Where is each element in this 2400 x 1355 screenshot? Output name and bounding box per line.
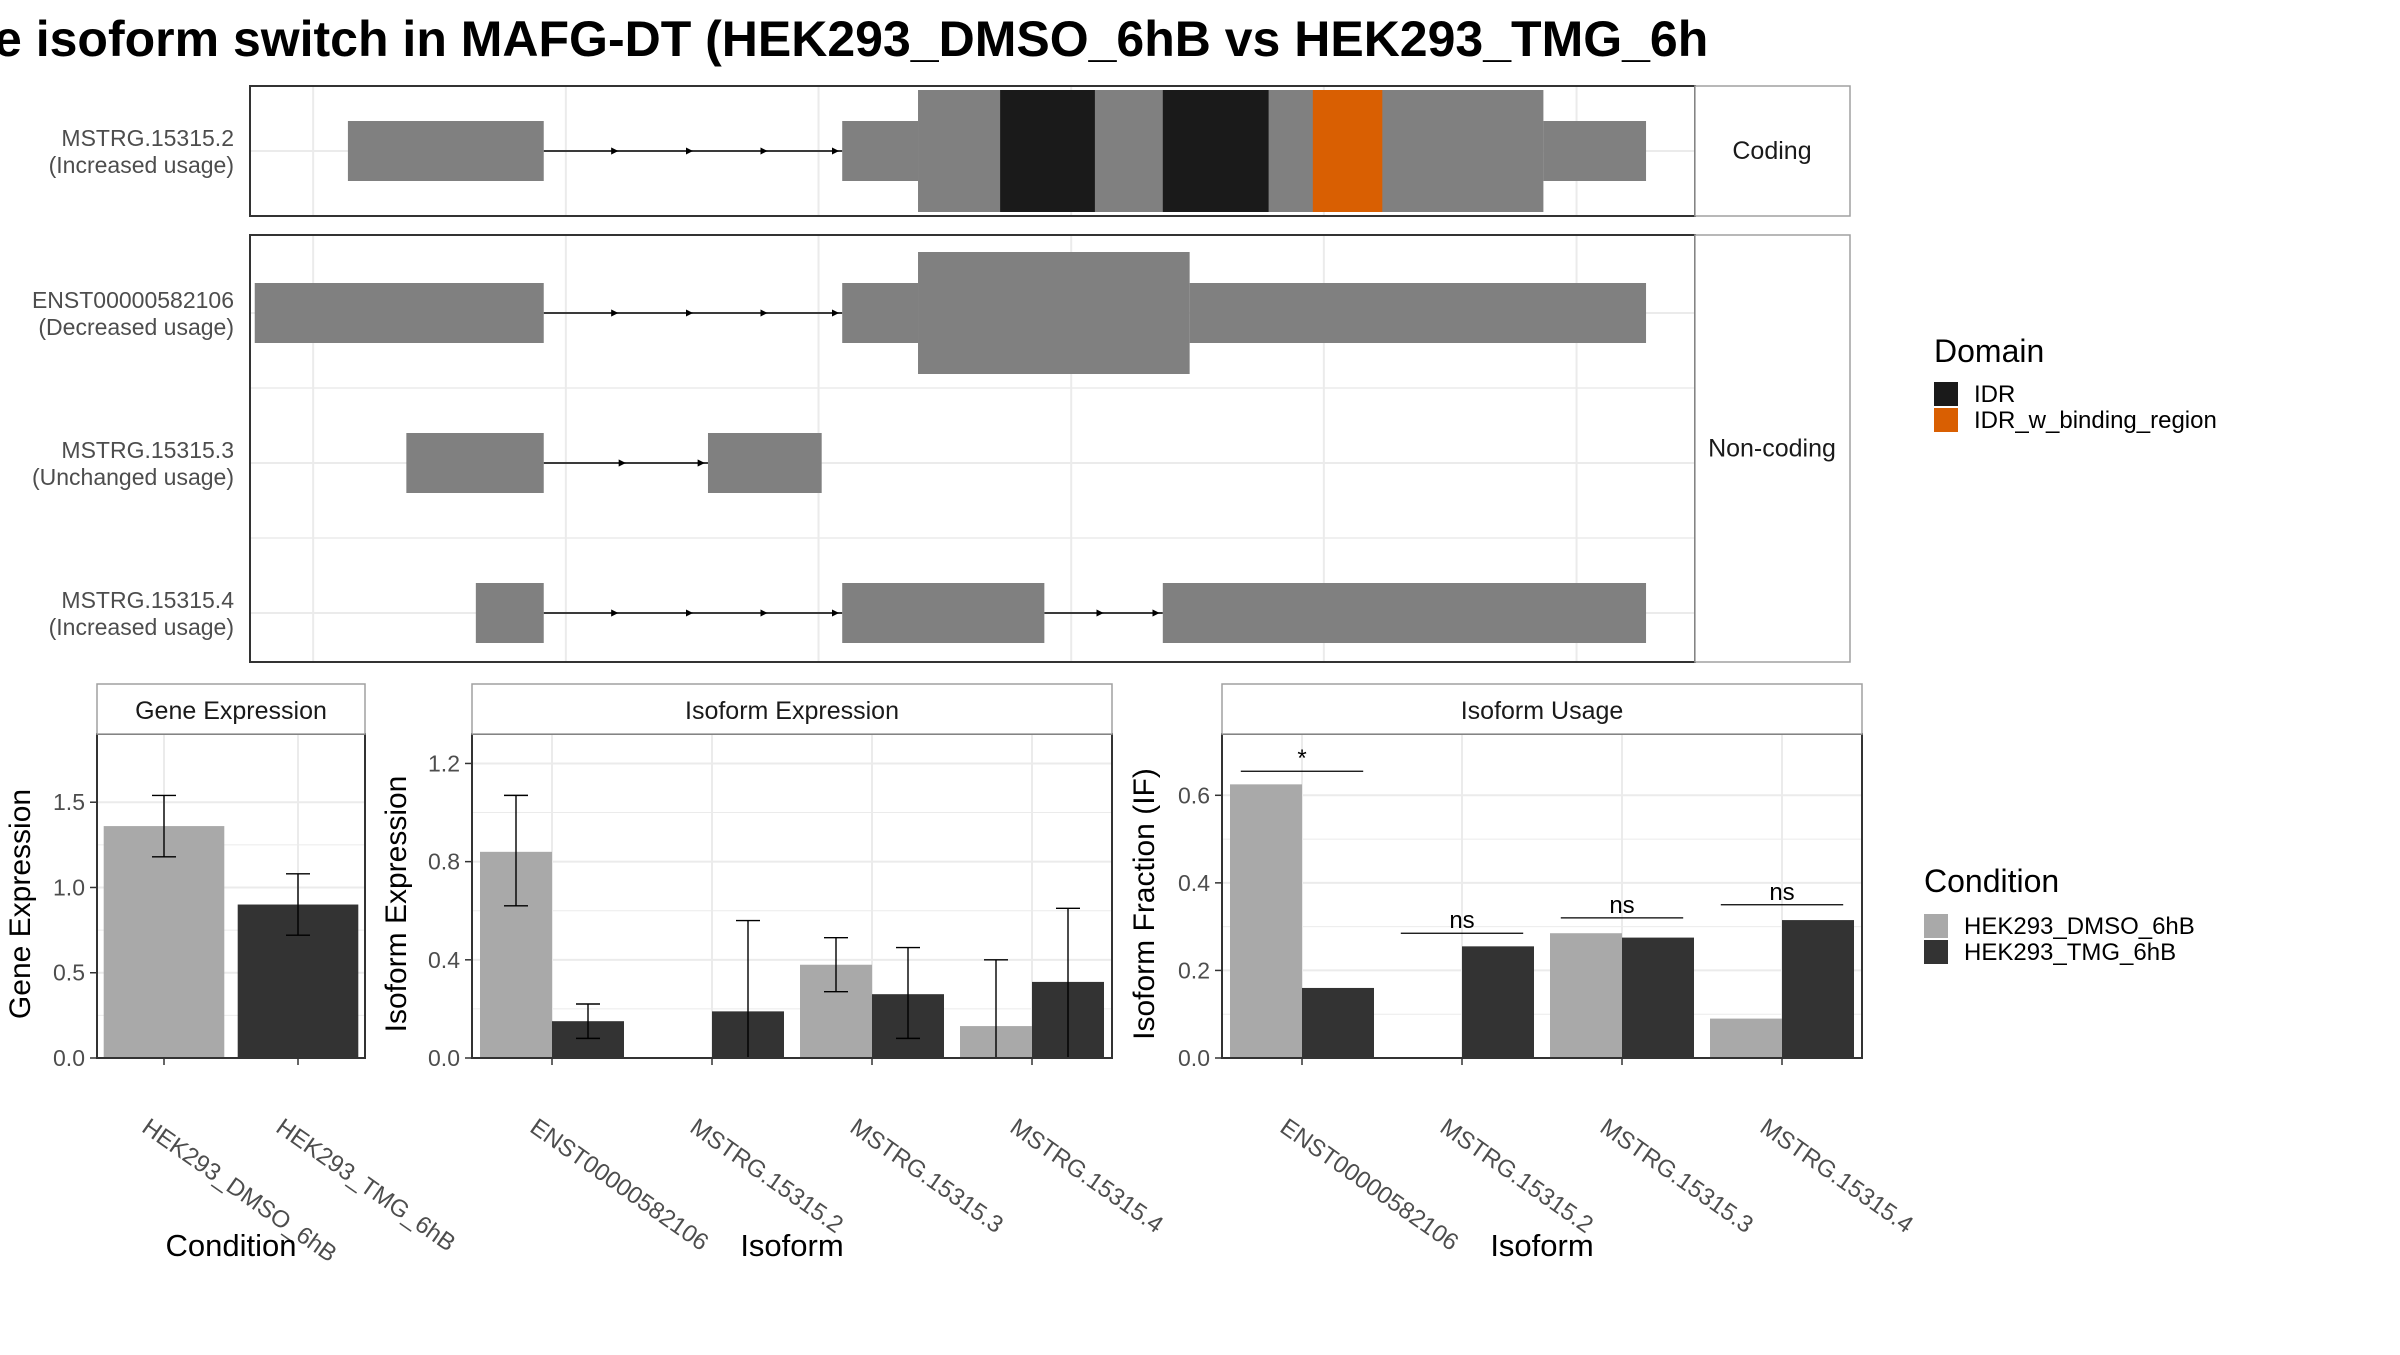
exon-block: [707, 433, 822, 493]
y-tick-label: 0.0: [428, 1045, 460, 1071]
y-tick-label: 0.0: [53, 1045, 85, 1071]
bar-enst00000582106-hek293-tmg-6hb: [1302, 987, 1374, 1058]
x-tick-label: MSTRG.15315.3: [1595, 1113, 1758, 1238]
y-tick-label: 0.4: [1178, 870, 1210, 896]
x-axis-title: Condition: [166, 1228, 297, 1263]
exon-block: [406, 433, 544, 493]
significance-label: ns: [1449, 907, 1474, 934]
x-tick-label: MSTRG.15315.4: [1005, 1113, 1168, 1238]
domain-idr: [1000, 90, 1095, 212]
y-tick-label: 0.0: [1178, 1045, 1210, 1071]
condition-legend-key: [1924, 940, 1948, 964]
domain-idr: [1162, 90, 1269, 212]
y-tick-label: 1.5: [53, 789, 85, 815]
bar-mstrg-15315-3-hek293-dmso-6hb: [1550, 933, 1622, 1058]
isoform-usage-label: (Increased usage): [49, 152, 234, 178]
y-tick-label: 0.4: [428, 947, 460, 973]
bar-mstrg-15315-4-hek293-dmso-6hb: [1710, 1018, 1782, 1058]
condition-legend-label: HEK293_TMG_6hB: [1964, 939, 2176, 966]
bar-mstrg-15315-2-hek293-tmg-6hb: [1462, 946, 1534, 1058]
isoform-usage-label: (Unchanged usage): [32, 464, 234, 490]
x-tick-label: MSTRG.15315.2: [685, 1113, 848, 1238]
isoform-track-enst00000582106: ENST00000582106(Decreased usage): [32, 252, 1647, 374]
condition-legend-title: Condition: [1924, 863, 2059, 899]
structure-panel-coding: MSTRG.15315.2(Increased usage) Coding: [49, 85, 1851, 217]
exon-block: [475, 583, 544, 643]
bar-strip-box: [471, 683, 1113, 735]
y-tick-label: 0.2: [1178, 957, 1210, 983]
y-tick-label: 1.0: [53, 874, 85, 900]
figure-title: e isoform switch in MAFG-DT (HEK293_DMSO…: [0, 11, 1708, 67]
x-axis-title: Isoform: [740, 1228, 843, 1263]
isoform-name-label: ENST00000582106: [32, 287, 234, 313]
domain-legend-title: Domain: [1934, 333, 2044, 369]
bar-strip-label: Gene Expression: [135, 697, 327, 725]
exon-block: [842, 583, 1045, 643]
isoform-track-mstrg-15315-4: MSTRG.15315.4(Increased usage): [49, 583, 1647, 643]
structure-strip-label: Coding: [1732, 137, 1811, 165]
significance-label: ns: [1769, 879, 1794, 906]
bar-strip-box: [96, 683, 366, 735]
isoform-track-mstrg-15315-3: MSTRG.15315.3(Unchanged usage): [32, 433, 822, 493]
condition-legend-label: HEK293_DMSO_6hB: [1964, 913, 2195, 940]
structure-strip-label: Non-coding: [1708, 435, 1836, 463]
y-axis-title: Gene Expression: [4, 789, 37, 1019]
bar-mstrg-15315-4-hek293-tmg-6hb: [1782, 920, 1854, 1058]
significance-label: *: [1297, 745, 1306, 772]
domain-legend-label: IDR: [1974, 381, 2015, 408]
exon-block: [842, 283, 919, 343]
isoform-usage-label: (Decreased usage): [38, 314, 234, 340]
exon-block: [1162, 583, 1647, 643]
x-tick-label: MSTRG.15315.2: [1435, 1113, 1598, 1238]
y-tick-label: 0.6: [1178, 782, 1210, 808]
y-tick-label: 0.8: [428, 849, 460, 875]
domain-legend-key: [1934, 382, 1958, 406]
structure-strip-box: [1694, 85, 1851, 217]
isoform-track-mstrg-15315-2: MSTRG.15315.2(Increased usage): [49, 90, 1647, 212]
significance-label: ns: [1609, 892, 1634, 919]
exon-block: [1543, 121, 1647, 181]
exon-block: [918, 252, 1190, 374]
exon-block: [254, 283, 544, 343]
bar-enst00000582106-hek293-dmso-6hb: [1230, 784, 1302, 1058]
bar-panel-gene-expression: Gene Expression0.00.51.01.5HEK293_DMSO_6…: [4, 683, 460, 1268]
exon-block: [347, 121, 544, 181]
structure-strip-box: [1694, 234, 1851, 663]
isoform-name-label: MSTRG.15315.4: [61, 587, 234, 613]
y-tick-label: 1.2: [428, 750, 460, 776]
x-tick-label: MSTRG.15315.3: [845, 1113, 1008, 1238]
isoform-name-label: MSTRG.15315.3: [61, 437, 234, 463]
exon-block: [1189, 283, 1647, 343]
bar-strip-box: [1221, 683, 1863, 735]
isoform-usage-label: (Increased usage): [49, 614, 234, 640]
bar-mstrg-15315-3-hek293-tmg-6hb: [1622, 937, 1694, 1058]
isoform-name-label: MSTRG.15315.2: [61, 125, 234, 151]
bar-strip-label: Isoform Usage: [1461, 697, 1624, 725]
structure-panel-non-coding: ENST00000582106(Decreased usage) MSTRG.15…: [32, 234, 1851, 663]
bar-panel-isoform-expression: Isoform Expression0.00.40.81.2ENST000005…: [380, 683, 1168, 1263]
exon-block: [842, 121, 919, 181]
domain-legend-key: [1934, 408, 1958, 432]
condition-legend-key: [1924, 914, 1948, 938]
y-axis-title: Isoform Expression: [380, 776, 413, 1033]
x-tick-label: MSTRG.15315.4: [1755, 1113, 1918, 1238]
x-axis-title: Isoform: [1490, 1228, 1593, 1263]
bar-strip-label: Isoform Expression: [685, 697, 899, 725]
y-axis-title: Isoform Fraction (IF): [1128, 768, 1161, 1040]
domain-legend-label: IDR_w_binding_region: [1974, 407, 2217, 434]
domain-idr-w-binding-region: [1312, 90, 1383, 212]
y-tick-label: 0.5: [53, 960, 85, 986]
bar-hek293-dmso-6hb: [103, 826, 225, 1058]
